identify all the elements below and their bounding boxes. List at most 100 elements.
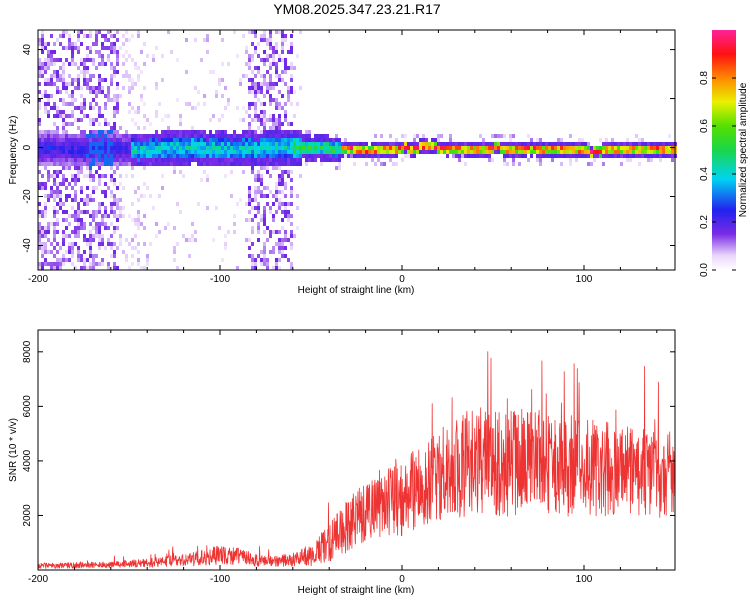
spectrogram-cell <box>116 246 119 250</box>
spectrogram-cell <box>224 174 227 178</box>
spectrogram-cell <box>302 142 305 146</box>
spectrogram-cell <box>257 66 260 70</box>
spectrogram-cell <box>347 146 350 150</box>
spectrogram-cell <box>602 142 605 146</box>
spectrogram-cell <box>53 262 56 266</box>
spectrogram-cell <box>239 82 242 86</box>
spectrogram-cell <box>290 246 293 250</box>
spectrogram-cell <box>236 106 239 110</box>
spectrogram-cell <box>248 146 251 150</box>
spectrogram-cell <box>281 106 284 110</box>
spectrogram-cell <box>128 74 131 78</box>
spectrogram-cell <box>98 242 101 246</box>
spectrogram-cell <box>590 154 593 158</box>
spectrogram-cell <box>107 134 110 138</box>
spectrogram-cell <box>188 158 191 162</box>
spectrogram-cell <box>53 210 56 214</box>
spectrogram-cell <box>551 142 554 146</box>
spectrogram-cell <box>65 150 68 154</box>
spectrogram-cell <box>53 206 56 210</box>
spectrogram-cell <box>107 154 110 158</box>
spectrogram-cell <box>260 258 263 262</box>
spectrogram-cell <box>56 78 59 82</box>
spectrogram-cell <box>392 154 395 158</box>
spectrogram-cell <box>401 134 404 138</box>
spectrogram-cell <box>287 202 290 206</box>
spectrogram-cell <box>182 142 185 146</box>
spectrogram-cell <box>113 114 116 118</box>
spectrogram-cell <box>146 118 149 122</box>
spectrogram-cell <box>89 146 92 150</box>
spectrogram-x-axis-label: Height of straight line (km) <box>298 285 415 296</box>
spectrogram-cell <box>56 186 59 190</box>
spectrogram-cell <box>212 154 215 158</box>
spectrogram-cell <box>254 154 257 158</box>
spectrogram-cell <box>92 138 95 142</box>
spectrogram-cell <box>95 50 98 54</box>
spectrogram-cell <box>116 106 119 110</box>
spectrogram-cell <box>278 166 281 170</box>
spectrogram-cell <box>275 230 278 234</box>
spectrogram-cell <box>275 210 278 214</box>
spectrogram-cell <box>251 146 254 150</box>
spectrogram-cell <box>41 162 44 166</box>
spectrogram-cell <box>248 150 251 154</box>
spectrogram-cell <box>122 62 125 66</box>
spectrogram-cell <box>323 150 326 154</box>
spectrogram-cell <box>584 150 587 154</box>
spectrogram-cell <box>152 162 155 166</box>
spectrogram-cell <box>290 46 293 50</box>
spectrogram-cell <box>266 194 269 198</box>
spectrogram-cell <box>392 150 395 154</box>
spectrogram-cell <box>245 50 248 54</box>
spectrogram-cell <box>278 58 281 62</box>
spectrogram-cell <box>221 138 224 142</box>
spectrogram-cell <box>230 154 233 158</box>
spectrogram-cell <box>92 122 95 126</box>
spectrogram-cell <box>281 250 284 254</box>
spectrogram-cell <box>146 150 149 154</box>
spectrogram-cell <box>467 154 470 158</box>
spectrogram-cell <box>74 62 77 66</box>
spectrogram-cell <box>608 150 611 154</box>
spectrogram-cell <box>557 142 560 146</box>
spectrogram-cell <box>224 146 227 150</box>
spectrogram-cell <box>200 162 203 166</box>
spectrogram-cell <box>194 86 197 90</box>
spectrogram-cell <box>251 86 254 90</box>
spectrogram-cell <box>257 118 260 122</box>
spectrogram-cell <box>56 230 59 234</box>
spectrogram-cell <box>464 142 467 146</box>
spectrogram-cell <box>239 162 242 166</box>
spectrogram-cell <box>320 146 323 150</box>
snr-y-axis-label: SNR (10 * v/v) <box>8 418 19 482</box>
spectrogram-cell <box>470 142 473 146</box>
spectrogram-cell <box>113 254 116 258</box>
spectrogram-cell <box>194 238 197 242</box>
spectrogram-cell <box>596 150 599 154</box>
spectrogram-cell <box>122 86 125 90</box>
spectrogram-cell <box>209 146 212 150</box>
spectrogram-cell <box>257 98 260 102</box>
spectrogram-cell <box>269 34 272 38</box>
spectrogram-cell <box>38 214 41 218</box>
spectrogram-cell <box>116 150 119 154</box>
spectrogram-cell <box>281 162 284 166</box>
spectrogram-cell <box>281 154 284 158</box>
spectrogram-cell <box>44 214 47 218</box>
spectrogram-cell <box>344 154 347 158</box>
spectrogram-cell <box>566 154 569 158</box>
spectrogram-cell <box>377 158 380 162</box>
spectrogram-cell <box>53 142 56 146</box>
spectrogram-cell <box>269 114 272 118</box>
spectrogram-cell <box>188 134 191 138</box>
spectrogram-cell <box>263 138 266 142</box>
spectrogram-cell <box>125 50 128 54</box>
spectrogram-cell <box>275 118 278 122</box>
spectrogram-cell <box>413 150 416 154</box>
spectrogram-cell <box>68 146 71 150</box>
spectrogram-cell <box>74 154 77 158</box>
spectrogram-cell <box>164 158 167 162</box>
spectrogram-cell <box>143 138 146 142</box>
spectrogram-cell <box>68 62 71 66</box>
